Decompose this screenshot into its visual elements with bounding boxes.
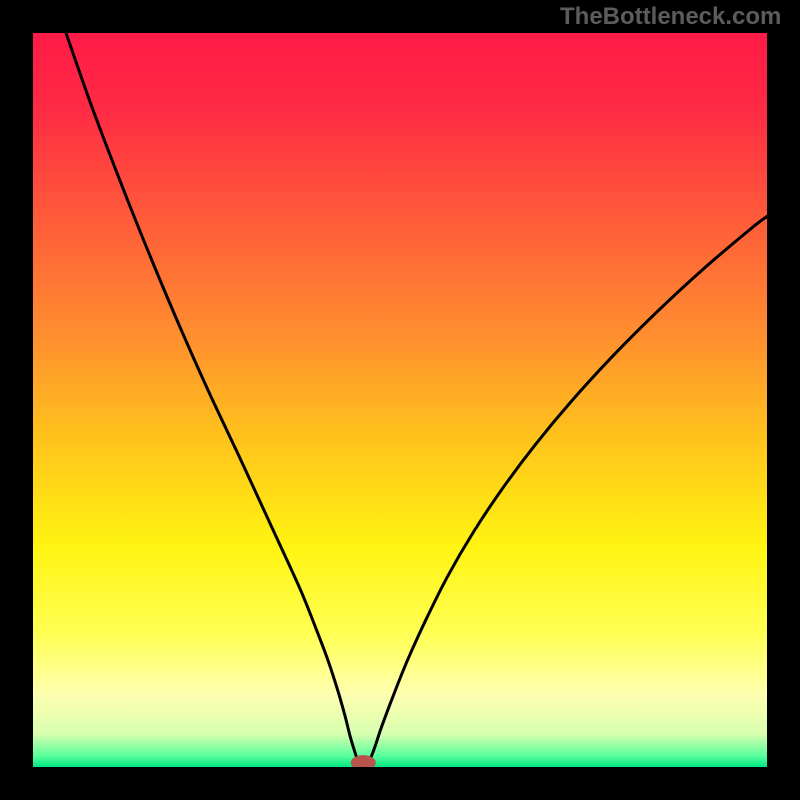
- optimal-point-marker: [351, 756, 375, 770]
- gradient-background: [33, 33, 767, 767]
- bottleneck-chart: [0, 0, 800, 800]
